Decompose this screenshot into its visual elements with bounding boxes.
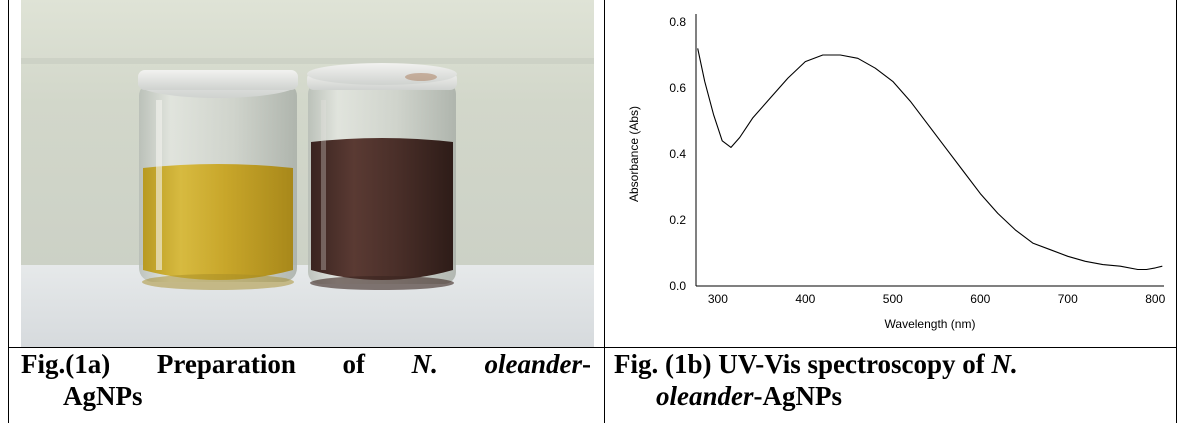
x-tick-label: 700 [1058, 292, 1078, 306]
caption-a-word-preparation: Preparation [156, 349, 296, 379]
y-tick-label: 0.8 [669, 15, 686, 29]
chart-axes [695, 14, 1164, 287]
x-tick-label: 600 [970, 292, 990, 306]
yellow-vial [138, 70, 298, 290]
caption-a-word-of: of [342, 349, 365, 379]
x-tick-label: 400 [795, 292, 815, 306]
table-right-border [1176, 0, 1177, 423]
y-axis-label: Absorbance (Abs) [627, 106, 641, 202]
x-tick-label: 800 [1145, 292, 1165, 306]
figure-b-caption: Fig. (1b) UV-Vis spectroscopy of N. olea… [614, 348, 1174, 412]
caption-a-word-n: N. [411, 349, 438, 379]
caption-a-word-oleander: oleander [484, 349, 582, 379]
caption-b-line1-text: Fig. (1b) UV-Vis spectroscopy of [614, 349, 992, 379]
table-surface [21, 265, 594, 347]
caption-a-word-fig: Fig.(1a) [21, 349, 111, 379]
brown-vial [307, 63, 457, 290]
chart-series [697, 48, 1163, 271]
figure-a-caption: Fig.(1a) Preparation of N. oleander- AgN… [21, 348, 591, 412]
vials-photo [21, 0, 594, 347]
uv-vis-chart: 300 400 500 600 700 800 0.0 0.2 0.4 0.6 0.8 Wavele… [627, 14, 1166, 331]
caption-a-line2: AgNPs [63, 381, 143, 411]
table-left-border [8, 0, 9, 423]
y-tick-label: 0.0 [669, 279, 686, 293]
y-tick-label: 0.4 [669, 147, 686, 161]
caption-a-hyphen: - [581, 349, 591, 379]
absorbance-curve [697, 48, 1163, 271]
x-tick-label: 500 [883, 292, 903, 306]
caption-b-oleander: oleander [656, 381, 754, 411]
x-axis-label: Wavelength (nm) [885, 317, 976, 331]
table-row-divider [8, 347, 1177, 348]
y-tick-label: 0.2 [669, 213, 686, 227]
caption-b-n: N. [991, 349, 1018, 379]
y-tick-label: 0.6 [669, 81, 686, 95]
chart-ticks: 300 400 500 600 700 800 0.0 0.2 0.4 0.6 0.8 [669, 15, 1165, 306]
x-tick-label: 300 [708, 292, 728, 306]
table-middle-divider [604, 0, 605, 423]
caption-b-agnps: -AgNPs [753, 381, 843, 411]
